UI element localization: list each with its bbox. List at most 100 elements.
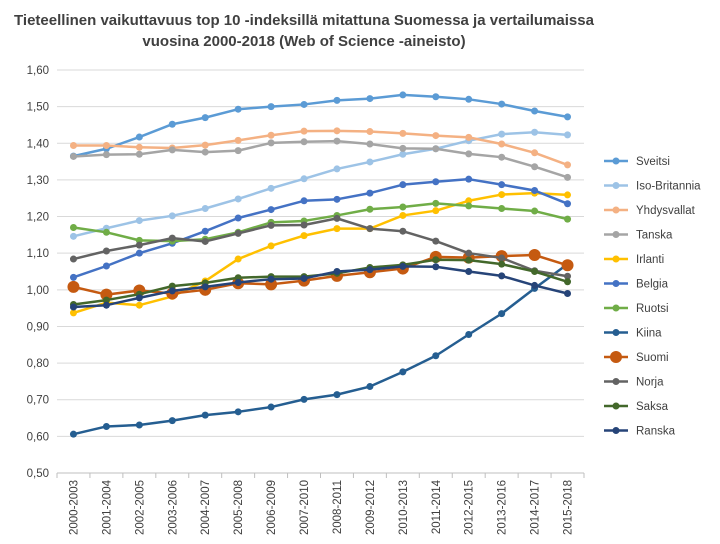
data-point <box>333 96 341 104</box>
x-tick-label: 2012-2015 <box>464 480 476 535</box>
data-point <box>201 141 209 149</box>
legend-item: Norja <box>604 377 664 389</box>
data-point <box>102 296 110 304</box>
series-sveitsi <box>69 91 572 160</box>
data-point <box>531 207 539 215</box>
data-point <box>135 421 143 429</box>
x-tick-label: 2015-2018 <box>563 480 575 535</box>
legend-swatch-marker <box>612 255 620 263</box>
data-point <box>168 120 176 128</box>
x-tick-label: 2011-2014 <box>431 479 443 534</box>
series-belgia <box>69 175 572 281</box>
legend-swatch-marker <box>612 402 620 410</box>
data-point <box>333 268 341 275</box>
legend-swatch-marker <box>612 206 620 214</box>
data-point <box>201 411 209 419</box>
data-point <box>432 93 440 101</box>
data-point <box>300 395 308 403</box>
data-point <box>300 274 308 282</box>
data-point <box>564 289 572 297</box>
data-point <box>531 163 539 171</box>
data-point <box>135 301 143 309</box>
data-point <box>531 128 539 136</box>
series-tanska <box>69 137 572 181</box>
data-point <box>498 130 506 138</box>
legend-label: Irlanti <box>636 254 664 266</box>
series-line <box>72 139 569 179</box>
data-point <box>300 138 308 146</box>
legend: Sveitsi Iso-Britannia Yhdysvallat Tanska Irl… <box>604 156 701 438</box>
data-point <box>498 191 506 199</box>
data-point <box>366 95 374 103</box>
data-point <box>564 131 572 139</box>
data-point <box>267 184 275 192</box>
legend-swatch-marker <box>612 231 620 238</box>
data-point <box>564 278 572 286</box>
data-point <box>465 150 473 158</box>
x-tick-label: 2014-2017 <box>530 480 542 535</box>
data-point <box>102 247 110 255</box>
data-point <box>399 150 407 158</box>
data-point <box>564 113 572 121</box>
data-point <box>465 256 473 264</box>
legend-label: Sveitsi <box>636 156 670 168</box>
x-tick-label: 2001-2004 <box>101 479 113 535</box>
y-tick-label: 0,70 <box>27 395 49 407</box>
data-point <box>399 368 407 376</box>
x-tick-label: 2005-2008 <box>233 480 245 535</box>
x-tick-label: 2009-2012 <box>365 480 377 535</box>
data-point <box>432 145 440 153</box>
data-point <box>267 221 275 229</box>
chart-title-line-1: Tieteellinen vaikuttavuus top 10 -indeks… <box>14 12 595 29</box>
data-point <box>234 255 242 263</box>
data-point <box>498 153 506 161</box>
data-point <box>333 225 341 233</box>
data-point <box>234 147 242 155</box>
data-point <box>432 256 440 264</box>
data-point <box>333 195 341 203</box>
data-point <box>498 204 506 212</box>
data-point <box>234 195 242 203</box>
data-point <box>333 214 341 222</box>
data-point <box>432 207 440 215</box>
data-point <box>498 272 506 280</box>
legend-label: Tanska <box>636 230 673 242</box>
data-point <box>333 391 341 399</box>
data-point <box>69 141 77 149</box>
legend-swatch-marker <box>612 280 620 287</box>
data-point <box>69 232 77 240</box>
data-point <box>333 165 341 173</box>
y-tick-label: 0,60 <box>27 431 49 443</box>
legend-item: Iso-Britannia <box>604 181 701 193</box>
series-group <box>67 91 574 438</box>
data-point <box>102 228 110 236</box>
data-point <box>267 206 275 214</box>
legend-label: Ranska <box>636 426 676 438</box>
data-point <box>69 309 77 317</box>
x-tick-label: 2002-2005 <box>134 480 146 535</box>
data-point <box>69 430 77 438</box>
data-point <box>399 91 407 99</box>
data-point <box>300 100 308 108</box>
data-point <box>531 107 539 115</box>
data-point <box>69 303 77 311</box>
legend-swatch-marker <box>610 351 622 363</box>
y-tick-label: 1,40 <box>27 138 49 150</box>
data-point <box>498 100 506 108</box>
data-point <box>564 173 572 181</box>
data-point <box>265 278 278 291</box>
data-point <box>135 294 143 302</box>
legend-label: Yhdysvallat <box>636 205 696 217</box>
y-tick-label: 1,20 <box>27 212 49 224</box>
x-tick-label: 2013-2016 <box>497 480 509 535</box>
data-point <box>168 234 176 242</box>
data-point <box>564 215 572 223</box>
data-point <box>399 262 407 270</box>
x-tick-label: 2003-2006 <box>167 480 179 535</box>
data-point <box>465 268 473 275</box>
data-point <box>399 129 407 137</box>
data-point <box>561 259 574 272</box>
x-tick-label: 2006-2009 <box>266 480 278 535</box>
